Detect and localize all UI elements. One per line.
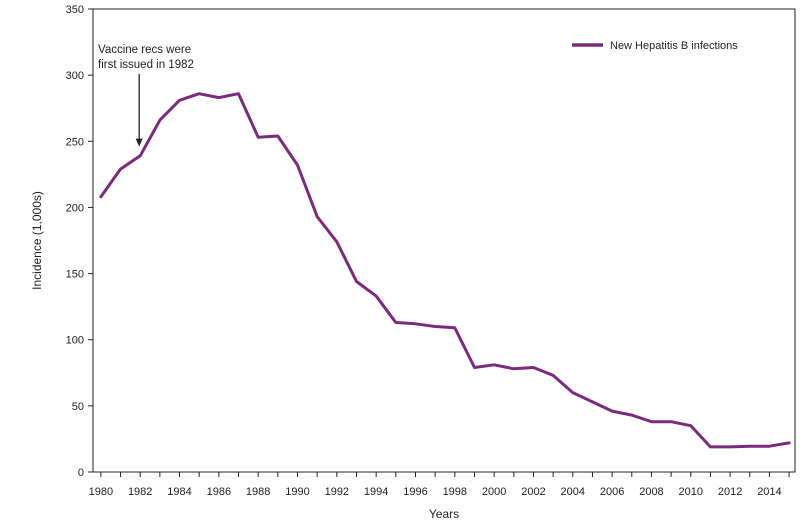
x-tick-label: 2004 — [561, 486, 585, 498]
x-tick-label: 1994 — [364, 486, 388, 498]
x-tick-label: 1992 — [325, 486, 349, 498]
x-tick-label: 2012 — [718, 486, 742, 498]
x-tick-label: 2000 — [482, 486, 506, 498]
y-tick-label: 100 — [66, 335, 84, 347]
x-axis-ticks: 1980 1982 1984 1986 1988 1990 1992 1994 1996 1998… — [89, 472, 790, 498]
x-tick-label: 1980 — [89, 486, 113, 498]
y-tick-label: 0 — [78, 467, 84, 479]
x-tick-label: 1988 — [246, 486, 270, 498]
x-tick-label: 1982 — [128, 486, 152, 498]
x-tick-label: 2010 — [679, 486, 703, 498]
x-axis-title: Years — [429, 507, 459, 521]
x-tick-label: 2006 — [600, 486, 624, 498]
x-tick-label: 1990 — [285, 486, 309, 498]
y-tick-label: 200 — [66, 202, 84, 214]
x-tick-label: 1998 — [443, 486, 467, 498]
x-tick-label: 2008 — [639, 486, 663, 498]
series-line — [99, 92, 791, 449]
legend-label: New Hepatitis B infections — [610, 40, 738, 52]
y-tick-label: 300 — [66, 70, 84, 82]
y-tick-label: 50 — [72, 401, 84, 413]
y-tick-label: 350 — [66, 4, 84, 16]
axes — [92, 8, 796, 473]
x-tick-label: 1986 — [207, 486, 231, 498]
annotation-text: Vaccine recs were first issued in 1982 — [98, 44, 194, 71]
x-tick-label: 2002 — [521, 486, 545, 498]
y-tick-label: 150 — [66, 269, 84, 281]
y-tick-label: 250 — [66, 136, 84, 148]
y-axis-title: Incidence (1,000s) — [30, 191, 44, 290]
legend: New Hepatitis B infections — [572, 40, 738, 52]
x-tick-label: 1996 — [403, 486, 427, 498]
series-lines — [99, 92, 791, 449]
x-tick-label: 2014 — [757, 486, 781, 498]
plot-frame — [92, 8, 796, 473]
y-axis-ticks: 0 50 100 150 200 250 300 350 — [66, 4, 93, 479]
annotations: Vaccine recs were first issued in 1982 — [98, 44, 194, 147]
x-tick-label: 1984 — [167, 486, 191, 498]
annotation-arrow-head — [135, 138, 143, 147]
